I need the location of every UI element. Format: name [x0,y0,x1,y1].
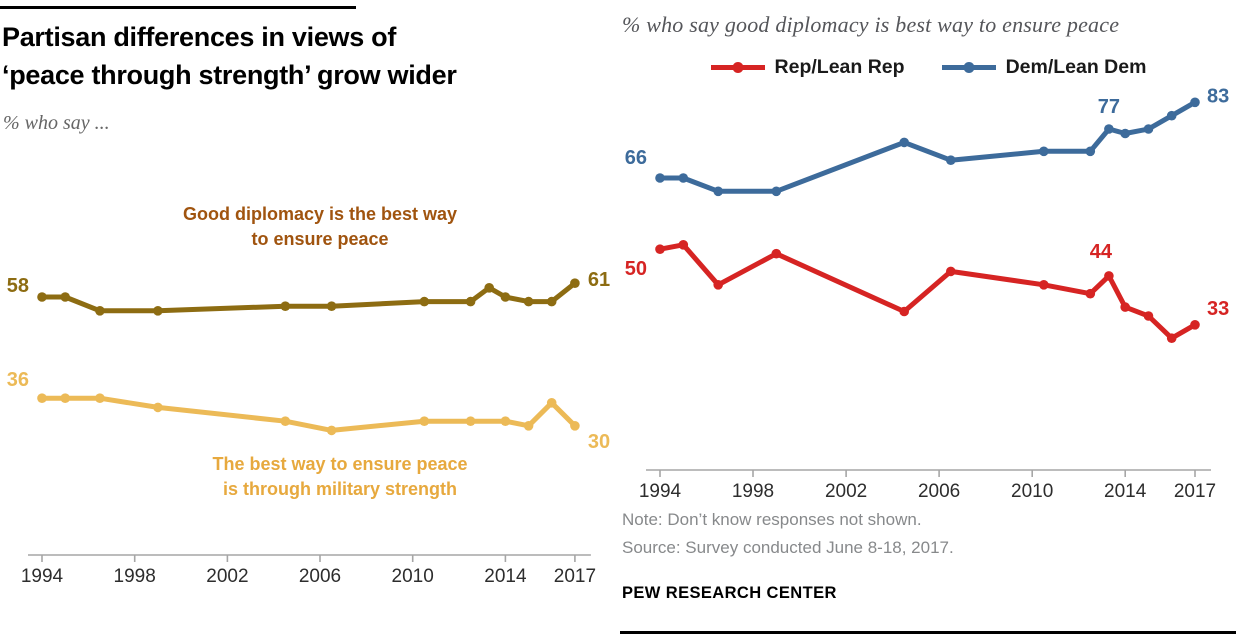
svg-text:83: 83 [1207,85,1229,107]
svg-text:2002: 2002 [206,566,248,587]
subtitle: % who say ... [3,112,110,134]
svg-text:2006: 2006 [299,566,341,587]
branding: PEW RESEARCH CENTER [622,584,837,602]
svg-text:1994: 1994 [21,566,64,587]
note-line: Note: Don’t know responses not shown. [622,510,922,529]
svg-text:1998: 1998 [732,481,774,502]
svg-text:77: 77 [1098,96,1120,118]
title-line-2: ‘peace through strength’ grow wider [2,60,457,91]
svg-text:66: 66 [625,147,647,169]
bottom-rule [620,631,1236,634]
legend: Rep/Lean Rep Dem/Lean Dem [620,56,1236,79]
diplomacy-annotation-line-1: Good diplomacy is the best way [182,204,458,224]
diplomacy-annotation-line-2: to ensure peace [251,229,389,250]
strength-annotation-line-1: The best way to ensure peace [212,454,468,474]
svg-text:2006: 2006 [918,481,960,502]
svg-text:30: 30 [588,431,610,453]
partisan-line-chart: 1994 1998 2002 2006 2010 2014 2017 50 44 33 66 77 83 [625,85,1230,502]
svg-text:61: 61 [588,269,610,291]
partisan-panel: % who say good diplomacy is best way to … [620,0,1236,642]
svg-text:2014: 2014 [484,566,527,587]
svg-text:2017: 2017 [554,566,596,587]
strength-annotation: The best way to ensure peace is through m… [150,452,530,502]
overall-panel: Partisan differences in views of ‘peace t… [0,6,610,587]
svg-text:58: 58 [7,275,29,297]
dem-line-marker [941,62,996,73]
title-line-1: Partisan differences in views of [2,22,397,52]
right-chart-title: % who say good diplomacy is best way to … [622,12,1120,37]
legend-label-dem: Dem/Lean Dem [1005,56,1147,78]
svg-text:1998: 1998 [114,566,156,587]
svg-text:2017: 2017 [1174,481,1216,502]
note-text: Note: Don’t know responses not shown. Sou… [622,506,954,561]
rep-line-marker [710,62,765,73]
svg-text:2010: 2010 [1011,481,1053,502]
overall-line-chart: 1994 1998 2002 2006 2010 2014 2017 58 61 36 30 [7,269,610,587]
strength-annotation-line-2: is through military strength [222,479,458,500]
diplomacy-annotation: Good diplomacy is the best way to ensure … [130,202,510,252]
page-title: Partisan differences in views of ‘peace t… [2,18,457,95]
svg-text:44: 44 [1090,241,1113,263]
svg-text:1994: 1994 [639,481,682,502]
svg-text:33: 33 [1207,298,1229,320]
source-line: Source: Survey conducted June 8-18, 2017… [622,537,954,557]
svg-text:36: 36 [7,369,29,391]
top-rule [0,6,356,9]
svg-text:2010: 2010 [392,566,434,587]
legend-label-rep: Rep/Lean Rep [774,56,905,78]
svg-text:50: 50 [625,258,647,280]
svg-text:2014: 2014 [1104,481,1147,502]
svg-text:2002: 2002 [825,481,867,502]
legend-item-dem: Dem/Lean Dem [941,56,1147,79]
legend-item-rep: Rep/Lean Rep [710,56,905,79]
